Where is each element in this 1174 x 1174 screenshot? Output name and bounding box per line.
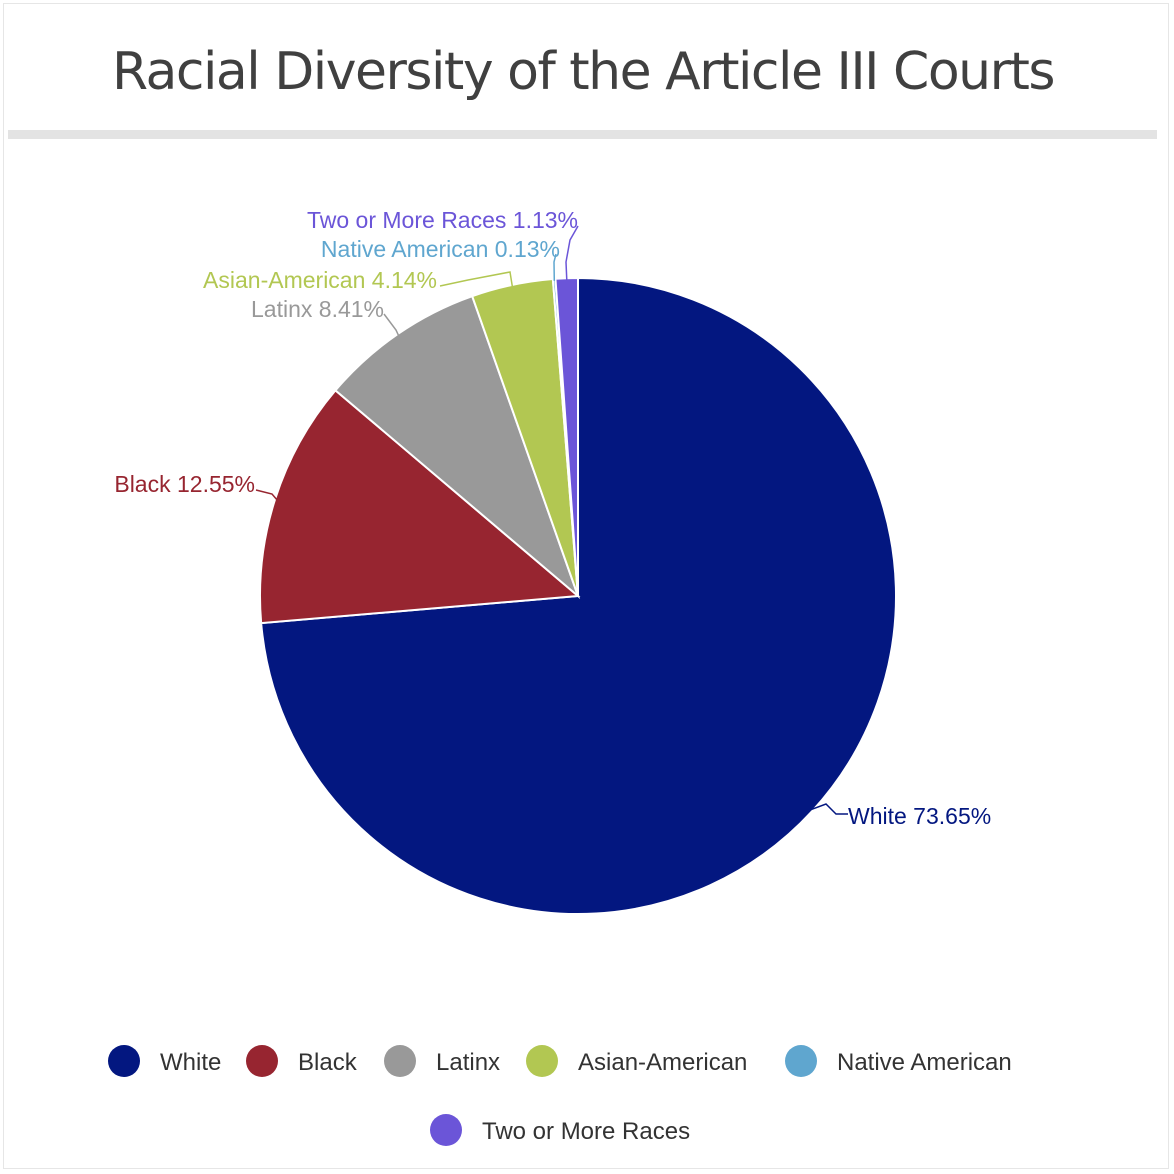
- legend-marker-black: [246, 1045, 278, 1077]
- legend-marker-native-american: [785, 1045, 817, 1077]
- label-leader-lines: [255, 225, 848, 815]
- legend-item-asian-american: Asian-American: [526, 1045, 747, 1077]
- pie-slices: [259, 276, 898, 915]
- legend-marker-latinx: [384, 1045, 416, 1077]
- legend-item-white: White: [108, 1045, 221, 1077]
- legend-marker-two-or-more-races: [430, 1114, 462, 1146]
- chart-title: Racial Diversity of the Article III Cour…: [112, 42, 1055, 102]
- slice-label-black: Black 12.55%: [114, 471, 255, 497]
- title-divider: [8, 130, 1157, 139]
- leader-line-asian-american: [439, 271, 514, 288]
- leader-line-white: [810, 803, 848, 815]
- legend-label-native-american: Native American: [837, 1049, 1012, 1076]
- legend-item-two-or-more-races: Two or More Races: [430, 1114, 690, 1146]
- legend-marker-white: [108, 1045, 140, 1077]
- legend-item-latinx: Latinx: [384, 1045, 500, 1077]
- slice-labels: White 73.65% Black 12.55% Latinx 8.41% Asia…: [114, 207, 991, 829]
- slice-label-white: White 73.65%: [848, 803, 991, 829]
- legend-label-asian-american: Asian-American: [578, 1049, 747, 1076]
- legend-marker-asian-american: [526, 1045, 558, 1077]
- pie-slice-black: [259, 388, 581, 625]
- legend-item-black: Black: [246, 1045, 358, 1077]
- legend: White Black Latinx Asian-American Native Ame…: [108, 1045, 1012, 1146]
- legend-label-latinx: Latinx: [436, 1049, 500, 1076]
- slice-label-two-or-more-races: Two or More Races 1.13%: [307, 207, 578, 233]
- slice-label-asian-american: Asian-American 4.14%: [203, 267, 437, 293]
- leader-line-two-or-more-races: [565, 225, 579, 281]
- leader-line-black: [255, 489, 278, 501]
- slice-label-latinx: Latinx 8.41%: [251, 296, 384, 322]
- leader-line-latinx: [383, 313, 400, 337]
- legend-item-native-american: Native American: [785, 1045, 1012, 1077]
- leader-line-native-american: [553, 253, 557, 281]
- slice-label-native-american: Native American 0.13%: [321, 236, 560, 262]
- legend-label-black: Black: [298, 1049, 358, 1076]
- legend-label-two-or-more-races: Two or More Races: [482, 1118, 690, 1145]
- legend-label-white: White: [160, 1049, 221, 1076]
